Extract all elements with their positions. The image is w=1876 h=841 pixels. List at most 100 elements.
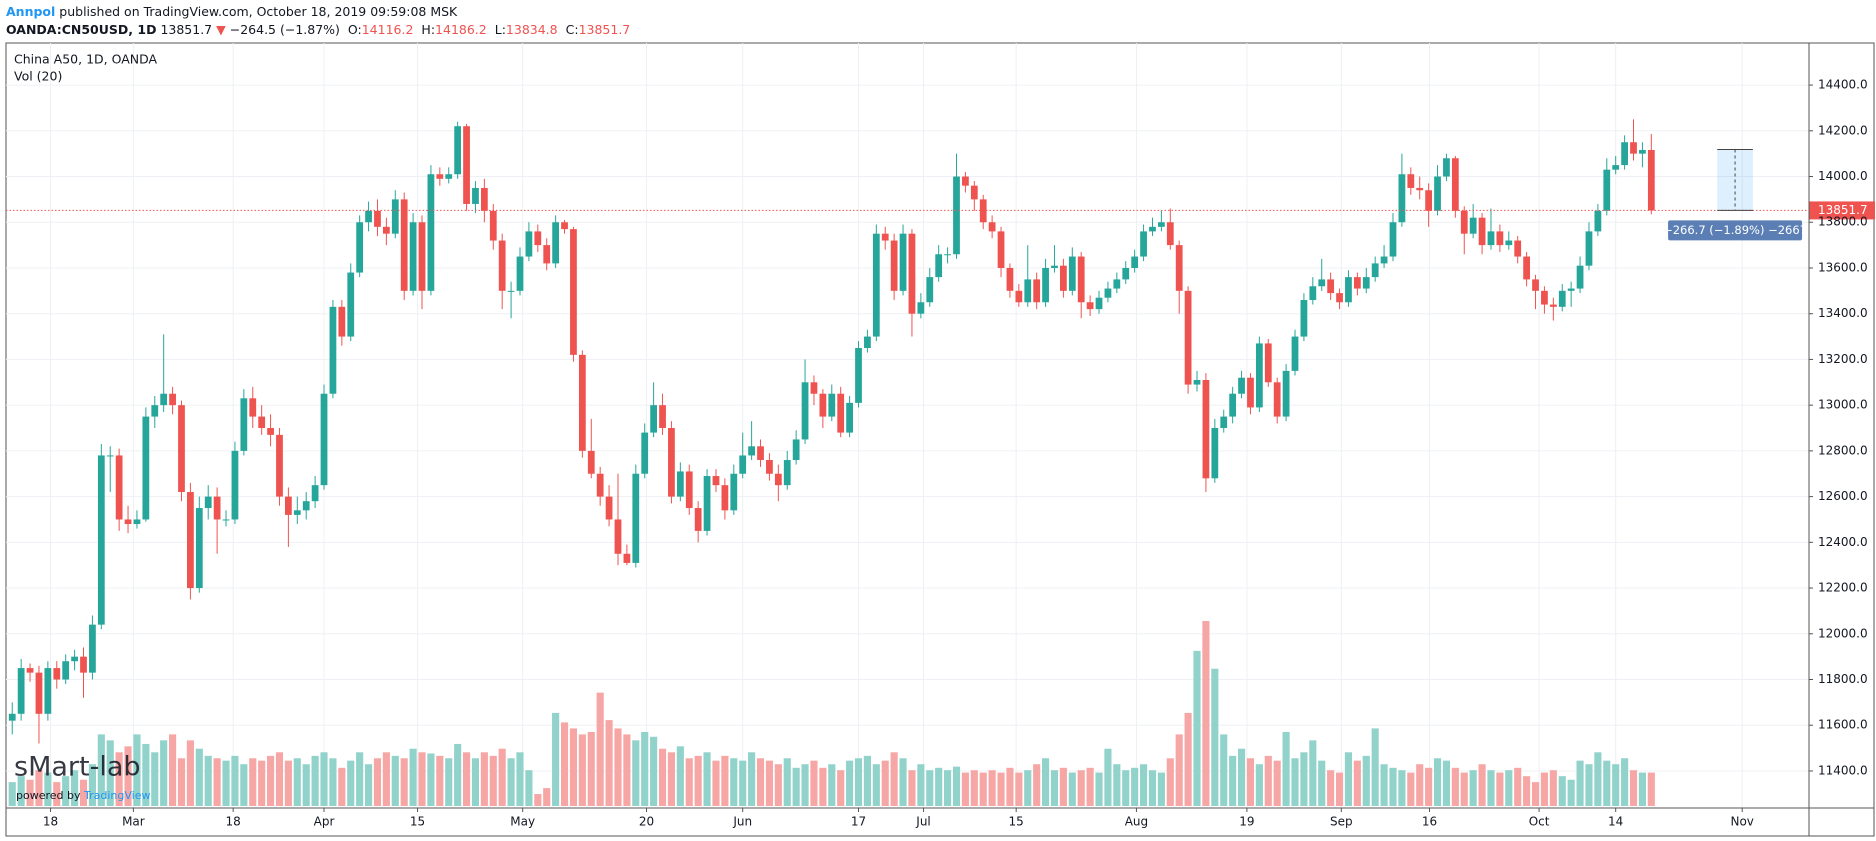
author[interactable]: Annpol bbox=[6, 4, 55, 19]
candle-body bbox=[133, 519, 141, 525]
candle-body bbox=[774, 473, 782, 486]
volume-bar bbox=[534, 794, 542, 806]
candle-body bbox=[890, 240, 898, 291]
volume-bar bbox=[427, 753, 435, 806]
candle-body bbox=[917, 302, 925, 314]
candle-body bbox=[748, 446, 755, 456]
candle-body bbox=[1202, 380, 1210, 479]
volume-bar bbox=[489, 755, 497, 806]
volume-bar bbox=[917, 764, 925, 806]
candle-body bbox=[837, 393, 845, 433]
volume-bar bbox=[774, 764, 782, 806]
candle-body bbox=[160, 393, 168, 406]
candle-body bbox=[124, 519, 132, 525]
volume-bar bbox=[35, 770, 43, 806]
y-tick-label: 12400.0 bbox=[1818, 535, 1868, 549]
candle-body bbox=[80, 656, 87, 673]
candle-body bbox=[498, 240, 506, 291]
candle-body bbox=[650, 405, 658, 433]
volume-bar bbox=[1344, 752, 1353, 806]
candle-body bbox=[1327, 279, 1335, 294]
volume-bar bbox=[302, 764, 310, 806]
candle-body bbox=[276, 434, 283, 497]
x-tick-label: 14 bbox=[1608, 815, 1623, 829]
volume-bar bbox=[1193, 650, 1201, 806]
volume-bar bbox=[275, 752, 284, 806]
candle-body bbox=[1166, 222, 1174, 246]
volume-bar bbox=[952, 766, 961, 806]
candle-body bbox=[71, 656, 78, 662]
volume-bar bbox=[1291, 758, 1299, 806]
candle-body bbox=[427, 174, 435, 291]
candle-body bbox=[953, 176, 960, 255]
candle-body bbox=[676, 471, 684, 497]
volume-bar bbox=[249, 758, 257, 806]
candle-body bbox=[1006, 267, 1014, 291]
y-tick-label: 13800.0 bbox=[1818, 215, 1868, 229]
h-value: 14186.2 bbox=[435, 22, 487, 37]
candle-body bbox=[1621, 142, 1628, 166]
candle-body bbox=[1336, 293, 1343, 303]
candle-body bbox=[338, 306, 346, 337]
volume-bar bbox=[1416, 764, 1424, 806]
x-tick-label: 18 bbox=[43, 815, 58, 829]
volume-bar bbox=[560, 722, 569, 806]
x-tick-label: Sep bbox=[1330, 815, 1353, 829]
candle-body bbox=[1567, 288, 1575, 291]
volume-bar bbox=[480, 752, 488, 806]
c-value: 13851.7 bbox=[579, 22, 631, 37]
y-tick-label: 13000.0 bbox=[1818, 398, 1868, 412]
volume-bar bbox=[382, 752, 390, 806]
candle-body bbox=[169, 393, 176, 406]
volume-bar bbox=[837, 770, 845, 806]
volume-bar bbox=[1095, 772, 1103, 806]
candle-body bbox=[8, 713, 16, 721]
volume-bar bbox=[543, 788, 551, 806]
candle-body bbox=[240, 398, 248, 451]
volume-bar bbox=[596, 692, 604, 806]
volume-bar bbox=[739, 760, 747, 806]
volume-bar bbox=[1300, 752, 1308, 806]
candle-body bbox=[1193, 380, 1201, 385]
volume-bar bbox=[587, 732, 595, 806]
y-tick-label: 11400.0 bbox=[1818, 763, 1868, 777]
candle-body bbox=[1024, 279, 1032, 303]
candle-body bbox=[115, 455, 123, 520]
candle-body bbox=[810, 382, 818, 394]
volume-bar bbox=[1425, 767, 1433, 806]
candle-body bbox=[195, 508, 203, 589]
candle-body bbox=[1184, 290, 1192, 385]
volume-bar bbox=[890, 752, 898, 806]
volume-bar bbox=[160, 740, 168, 806]
volume-bar bbox=[1531, 782, 1540, 806]
x-tick-label: 15 bbox=[1009, 815, 1024, 829]
candle-body bbox=[1282, 370, 1290, 417]
volume-bar bbox=[516, 752, 524, 806]
volume-bar bbox=[124, 746, 132, 806]
symbol: OANDA:CN50USD, 1D bbox=[6, 22, 156, 37]
candle-body bbox=[1362, 277, 1370, 289]
candle-body bbox=[463, 126, 470, 204]
volume-bar bbox=[454, 743, 462, 806]
candle-body bbox=[187, 492, 194, 589]
x-tick-label: Mar bbox=[122, 815, 145, 829]
candle-body bbox=[855, 347, 862, 403]
candle-body bbox=[1247, 377, 1254, 408]
volume-bar bbox=[391, 755, 399, 806]
candle-body bbox=[1273, 382, 1281, 417]
candle-body bbox=[1220, 416, 1228, 429]
x-tick-label: Aug bbox=[1125, 815, 1148, 829]
x-tick-label: Oct bbox=[1529, 815, 1550, 829]
candle-body bbox=[757, 446, 764, 461]
watermark: sMart-lab bbox=[14, 752, 141, 783]
candle-body bbox=[1086, 302, 1094, 310]
volume-bar bbox=[320, 752, 328, 806]
volume-bar bbox=[1059, 767, 1067, 806]
candle-body bbox=[258, 416, 266, 429]
candle-body bbox=[1113, 279, 1121, 289]
y-tick-label: 11600.0 bbox=[1818, 718, 1868, 732]
candle-body bbox=[1532, 279, 1539, 291]
candle-body bbox=[418, 222, 426, 291]
candle-body bbox=[596, 473, 604, 497]
candle-body bbox=[1478, 217, 1486, 246]
